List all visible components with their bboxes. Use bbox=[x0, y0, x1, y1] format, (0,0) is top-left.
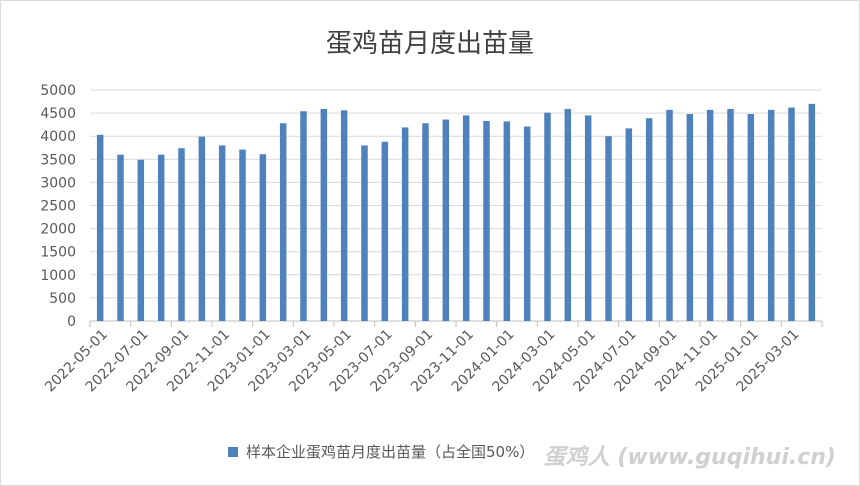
bar bbox=[808, 103, 816, 321]
bar bbox=[503, 121, 511, 321]
bar bbox=[96, 134, 104, 321]
y-tick-label: 5000 bbox=[40, 83, 76, 99]
bar bbox=[320, 108, 328, 321]
bar bbox=[340, 110, 348, 321]
bar bbox=[381, 141, 389, 321]
bar bbox=[117, 154, 124, 321]
bar bbox=[686, 114, 694, 321]
bars bbox=[96, 103, 816, 322]
bar bbox=[401, 127, 409, 321]
legend: 样本企业蛋鸡苗月度出苗量（占全国50%） bbox=[228, 443, 534, 461]
y-tick-label: 500 bbox=[49, 291, 76, 307]
y-tick-label: 2000 bbox=[40, 222, 76, 238]
bar bbox=[361, 145, 368, 321]
bar bbox=[564, 108, 572, 321]
y-tick-label: 0 bbox=[67, 314, 76, 330]
bar bbox=[178, 148, 185, 321]
bar bbox=[666, 109, 673, 321]
bar bbox=[584, 115, 592, 321]
bar bbox=[767, 109, 775, 321]
bar bbox=[462, 115, 470, 321]
y-tick-label: 1500 bbox=[40, 245, 76, 261]
y-tick-label: 2500 bbox=[40, 199, 76, 215]
bar bbox=[442, 119, 450, 322]
bar bbox=[645, 118, 653, 321]
bar bbox=[544, 112, 551, 321]
bar bbox=[198, 136, 206, 321]
bar bbox=[788, 107, 795, 321]
bar bbox=[422, 123, 429, 321]
bar bbox=[137, 159, 145, 321]
bar bbox=[625, 128, 633, 321]
bar bbox=[605, 136, 612, 321]
y-tick-label: 3500 bbox=[40, 152, 76, 168]
x-axis: 2022-05-012022-07-012022-09-012022-11-01… bbox=[42, 321, 823, 395]
y-tick-label: 3000 bbox=[40, 175, 76, 191]
bar bbox=[300, 111, 307, 321]
bar bbox=[706, 109, 714, 321]
bar bbox=[279, 123, 287, 321]
bar bbox=[727, 108, 734, 321]
y-axis: 0 500 1000 1500 2000 2500 3000 3500 4000 4500 5000 bbox=[40, 83, 76, 330]
bar bbox=[157, 154, 165, 321]
bar bbox=[747, 114, 755, 321]
bar bbox=[523, 126, 531, 321]
legend-label: 样本企业蛋鸡苗月度出苗量（占全国50%） bbox=[246, 443, 534, 461]
bar bbox=[218, 145, 226, 321]
watermark: 蛋鸡人 (www.guqihui.cn) bbox=[544, 444, 836, 470]
y-tick-label: 4500 bbox=[40, 106, 76, 122]
bar bbox=[239, 149, 246, 321]
y-tick-label: 1000 bbox=[40, 268, 76, 284]
y-tick-label: 4000 bbox=[40, 129, 76, 145]
bar bbox=[259, 154, 267, 321]
legend-swatch bbox=[228, 447, 238, 457]
bar bbox=[483, 120, 490, 321]
chart-title: 蛋鸡苗月度出苗量 bbox=[326, 29, 534, 59]
